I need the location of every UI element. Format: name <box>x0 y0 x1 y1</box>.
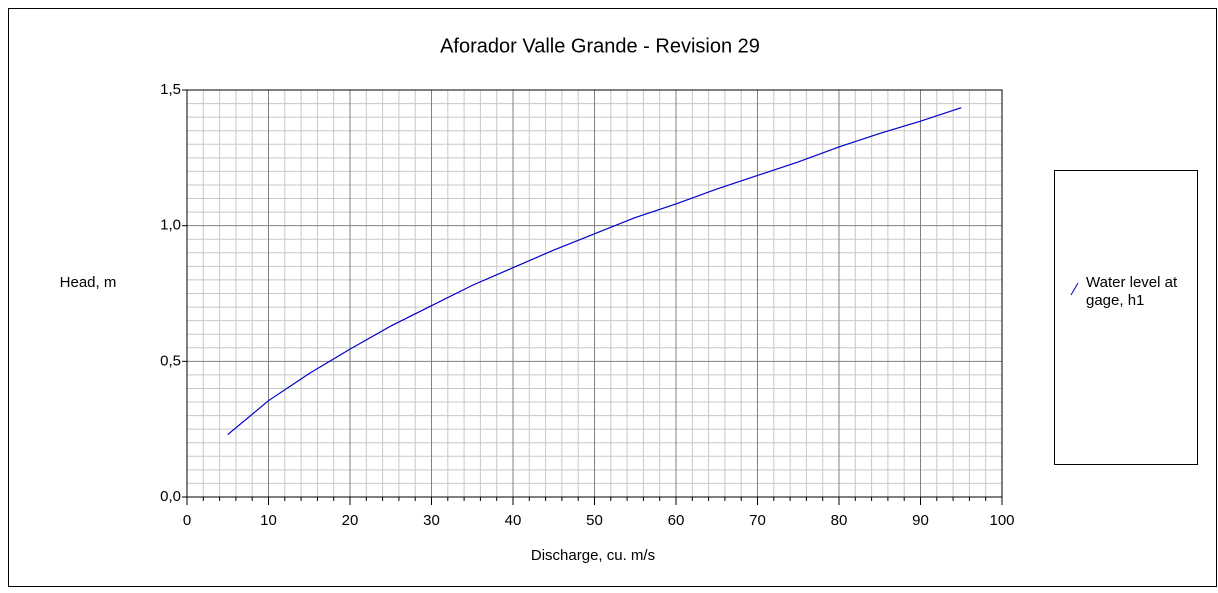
x-tick-label: 50 <box>586 512 603 529</box>
x-tick-label: 20 <box>342 512 359 529</box>
y-tick-label: 1,0 <box>160 217 181 234</box>
x-tick-label: 40 <box>505 512 522 529</box>
legend-box <box>1054 170 1198 465</box>
chart-title: Aforador Valle Grande - Revision 29 <box>440 35 760 57</box>
x-tick-label: 0 <box>183 512 191 529</box>
legend-symbol <box>1070 282 1079 296</box>
y-tick-label: 1,5 <box>160 81 181 98</box>
legend-label: Water level at gage, h1 <box>1086 274 1178 309</box>
frame <box>8 8 1217 587</box>
x-tick-label: 90 <box>912 512 929 529</box>
x-tick-label: 70 <box>749 512 766 529</box>
x-tick-label: 60 <box>668 512 685 529</box>
plot-border <box>186 89 1003 498</box>
data-line <box>227 107 962 436</box>
x-axis-label: Discharge, cu. m/s <box>531 547 655 564</box>
y-tick-label: 0,5 <box>160 352 181 369</box>
x-tick-label: 30 <box>423 512 440 529</box>
x-tick-label: 100 <box>989 512 1014 529</box>
y-tick-label: 0,0 <box>160 488 181 505</box>
y-axis-label: Head, m <box>60 274 117 291</box>
x-tick-label: 80 <box>831 512 848 529</box>
x-tick-label: 10 <box>260 512 277 529</box>
